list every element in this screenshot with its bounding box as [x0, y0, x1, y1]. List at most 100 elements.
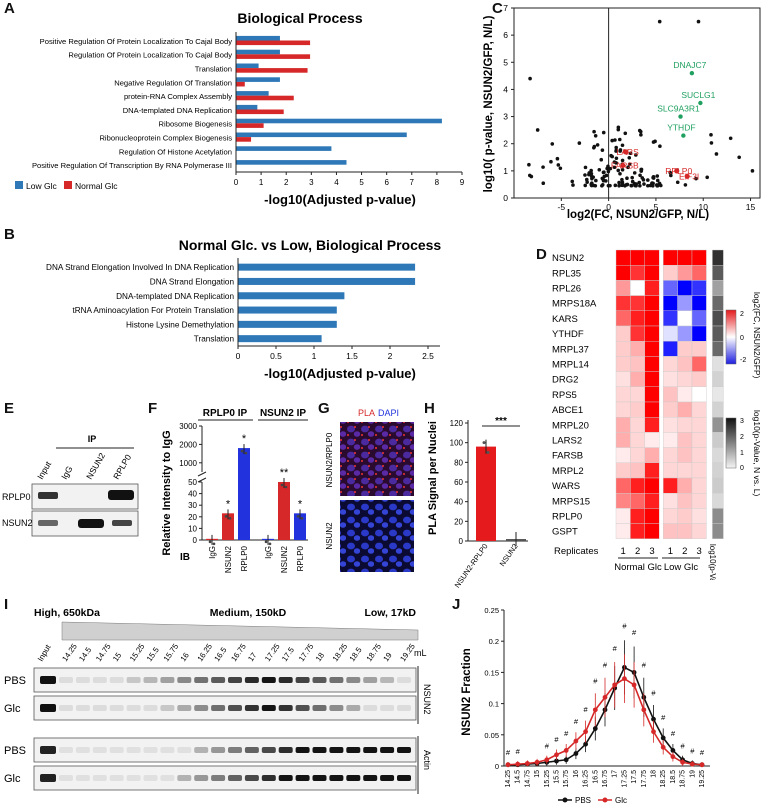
j-hash-mark: # [554, 735, 559, 744]
i-fraction-label: 18.5 [348, 645, 364, 663]
j-point [612, 682, 618, 688]
i-band [109, 747, 124, 753]
c-point [728, 136, 733, 141]
d-cell [677, 371, 693, 387]
d-cell [662, 416, 678, 433]
c-point [655, 174, 660, 178]
i-fraction-label: 17.25 [263, 641, 282, 663]
j-point [563, 757, 569, 763]
d-cell [677, 447, 693, 464]
i-band [346, 775, 361, 781]
panel-label-d: D [536, 246, 547, 263]
a-bar-low [236, 132, 407, 138]
j-hash-mark: # [661, 713, 666, 722]
a-category-label: DNA-templated DNA Replication [123, 106, 232, 115]
h-cat-1: NSUN2 [498, 542, 520, 568]
j-point [525, 761, 530, 766]
i-fraction-label: 14.25 [60, 641, 79, 663]
d-cell [691, 356, 707, 372]
d-cell [644, 310, 660, 327]
j-point [573, 738, 579, 744]
d-rep-number: 1 [668, 546, 673, 557]
d-cell [644, 340, 660, 357]
c-point [593, 133, 598, 138]
d-cell [630, 523, 646, 540]
c-point [642, 182, 646, 186]
a-bar-normal [236, 137, 252, 142]
i-ml-label: mL [414, 648, 427, 658]
d-cell [691, 523, 707, 540]
c-point [668, 170, 673, 175]
j-legend-pbs-marker [562, 797, 568, 803]
a-bar-low [236, 77, 280, 82]
c-point-green [678, 114, 683, 119]
j-xtick-label: 17.5 [631, 770, 638, 784]
c-point [556, 163, 561, 167]
i-band [228, 677, 242, 683]
j-ylabel: NSUN2 Fraction [461, 648, 473, 736]
b-tick-label: 0.5 [270, 351, 282, 361]
j-point [631, 682, 637, 688]
c-point [629, 183, 634, 188]
colorbar-pval [725, 417, 737, 469]
h-cat-0: NSUN2-RPLP0 [453, 542, 490, 588]
a-category-label: Regulation Of Protein Localization To Ca… [68, 51, 232, 60]
i-band [363, 705, 378, 711]
f-tick-label: 20 [188, 513, 197, 522]
c-point [623, 131, 628, 136]
d-pcell [712, 265, 724, 281]
d-pcell [712, 523, 724, 540]
h-bar [476, 446, 496, 541]
c-point [618, 171, 622, 176]
a-category-label: Translation [195, 65, 232, 74]
d-cell [662, 371, 678, 387]
d-rep-number: 1 [621, 546, 626, 557]
a-tick-label: 1 [259, 178, 264, 187]
a-category-label: Positive Regulation Of Protein Localizat… [40, 37, 233, 46]
band [108, 490, 134, 500]
a-bar-normal [236, 123, 264, 128]
i-fraction-label: 19 [381, 651, 393, 663]
i-band [126, 775, 141, 781]
a-tick-label: 0 [234, 178, 239, 187]
i-band [295, 677, 310, 683]
c-ytick-label: 3 [503, 112, 508, 122]
f-dot [244, 451, 248, 455]
j-ytick-label: 0.2 [489, 637, 499, 646]
panel-c-xlabel: log2(FC, NSUN2/GFP, N/L) [567, 209, 709, 221]
c-point [650, 181, 654, 185]
c-point [589, 168, 593, 173]
c-label-green: YTHDF [667, 123, 695, 133]
i-fraction-label: 17 [246, 651, 258, 663]
d-pcell [712, 295, 724, 311]
panel-j-chart: NSUN2 Fraction 0 0.05 0.1 0.15 0.2 0.25 14.25… [461, 606, 710, 804]
c-point [620, 143, 625, 148]
d-cell [662, 447, 678, 464]
d-cell [630, 295, 646, 311]
e-ip-label: IP [88, 434, 97, 444]
j-hash-mark: # [632, 628, 637, 637]
j-point [660, 744, 666, 750]
panel-f-chart: RPLP0 IP NSUN2 IP Relative Intensity to … [161, 408, 308, 573]
d-cell [630, 386, 646, 403]
j-point [505, 762, 511, 768]
h-tick-label: 60 [454, 478, 463, 487]
c-point [570, 179, 575, 184]
i-input-band [40, 704, 56, 712]
i-band [177, 705, 192, 711]
c-point [590, 181, 594, 186]
f-ylabel: Relative Intensity to IgG [161, 430, 173, 555]
c-point [625, 176, 629, 181]
h-tick-label: 80 [454, 458, 463, 467]
d-row-label: YTHDF [552, 329, 584, 340]
a-tick-label: 2 [284, 178, 289, 187]
c-point [541, 165, 545, 169]
d-cell [644, 447, 660, 464]
j-hash-mark: # [584, 705, 589, 714]
d-row-label: MRPL14 [552, 360, 589, 371]
b-bar [238, 335, 322, 343]
i-input-band [40, 774, 56, 782]
i-band [312, 677, 327, 683]
c-point [630, 179, 635, 184]
i-fraction-label: 18.25 [331, 641, 350, 663]
